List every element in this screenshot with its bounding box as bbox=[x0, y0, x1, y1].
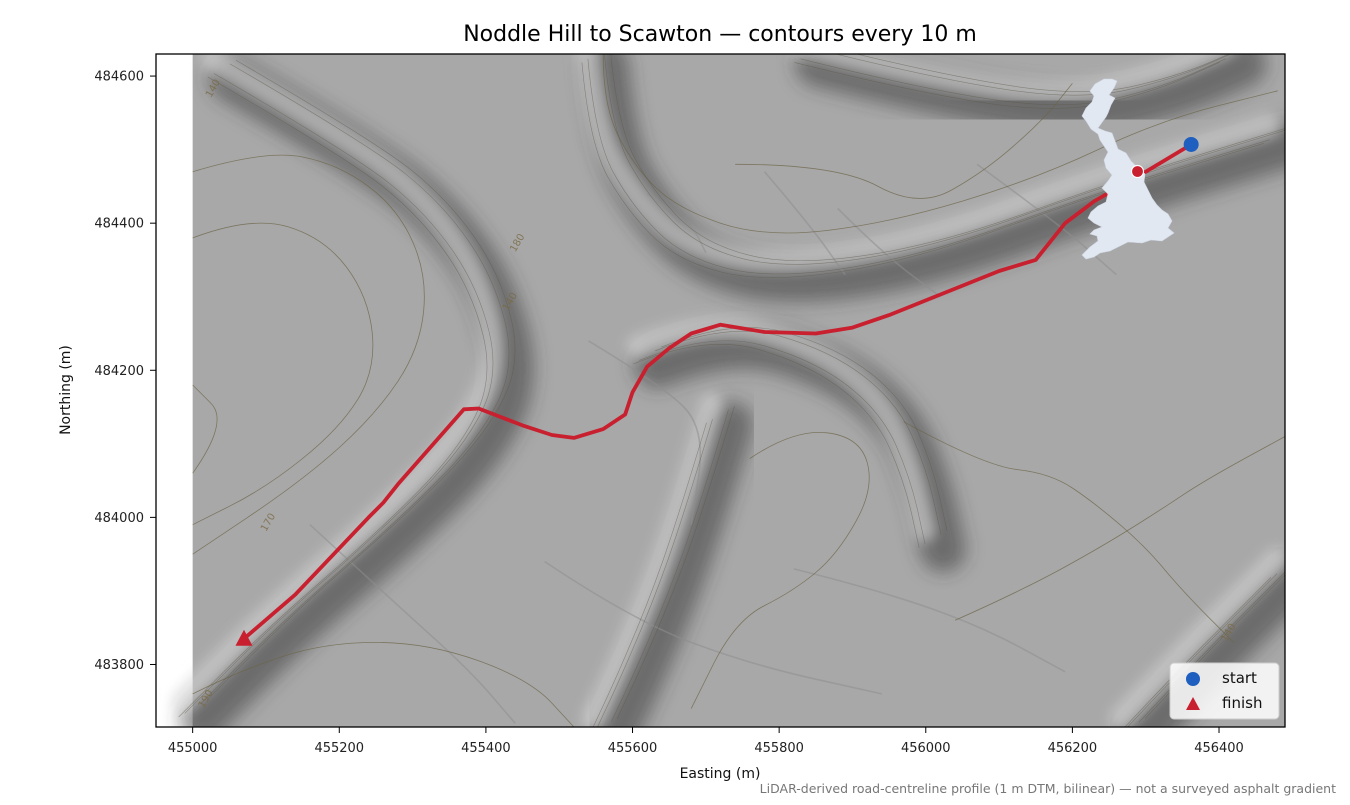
route-layer bbox=[235, 136, 1199, 646]
contour-line-9 bbox=[903, 421, 1234, 643]
x-tick-label: 455000 bbox=[168, 741, 218, 756]
finish-legend-marker bbox=[1186, 697, 1200, 710]
x-tick-label: 455400 bbox=[461, 741, 511, 756]
escarpment-shadow-5 bbox=[592, 401, 754, 727]
y-tick-label: 484200 bbox=[94, 364, 144, 379]
ridge-contour-3-2 bbox=[800, 58, 1226, 106]
ridge-contour-2-1 bbox=[581, 62, 1264, 278]
ridge-contour-6-2 bbox=[1127, 573, 1278, 727]
footnote: LiDAR-derived road-centreline profile (1… bbox=[760, 781, 1336, 796]
contour-line-2 bbox=[192, 222, 374, 526]
ridge-contour-4-1 bbox=[633, 344, 920, 548]
y-tick-label: 484400 bbox=[94, 217, 144, 232]
y-tick-label: 483800 bbox=[94, 658, 144, 673]
escarpment-highlight-6 bbox=[1110, 547, 1285, 727]
start-marker bbox=[1183, 136, 1199, 152]
field-boundary-8 bbox=[976, 163, 1117, 276]
ridge-contour-5-2 bbox=[597, 419, 713, 727]
ridge-contour-5-3 bbox=[610, 409, 729, 723]
contour-line-4 bbox=[602, 54, 1278, 234]
escarpment-highlight-5 bbox=[582, 393, 724, 727]
x-tick-label: 456200 bbox=[1048, 741, 1098, 756]
x-tick-label: 456400 bbox=[1194, 741, 1244, 756]
escarpment-highlight-2 bbox=[575, 54, 1281, 273]
ridge-contour-4-3 bbox=[655, 330, 942, 535]
y-axis-ticks: 483800 484000 484200 484400 484600 bbox=[94, 70, 156, 673]
ridge-contour-6-1 bbox=[1124, 577, 1272, 727]
finish-legend-label: finish bbox=[1222, 694, 1262, 712]
contour-lines bbox=[178, 54, 1285, 727]
plot-frame bbox=[155, 53, 1286, 728]
ridge-contour-1-3 bbox=[200, 63, 510, 705]
field-boundary-3 bbox=[837, 207, 941, 298]
escarpment-highlight-3 bbox=[791, 54, 1233, 103]
field-boundary-1 bbox=[588, 340, 702, 525]
field-boundaries bbox=[309, 163, 1117, 724]
great-britain-outline bbox=[1081, 78, 1175, 260]
ridge-contour-1-4 bbox=[206, 60, 516, 701]
ridge-contour-5-1 bbox=[592, 422, 707, 727]
ridge-contour-3-4 bbox=[855, 54, 1230, 92]
ridge-contour-5-4 bbox=[616, 405, 735, 719]
ridge-contour-2-3 bbox=[604, 54, 1285, 265]
ridge-contour-3-1 bbox=[794, 62, 1220, 109]
field-boundary-7 bbox=[793, 568, 1066, 673]
contour-line-1 bbox=[192, 154, 425, 555]
contour-line-8 bbox=[954, 436, 1285, 621]
start-legend-label: start bbox=[1222, 669, 1257, 687]
field-boundary-5 bbox=[309, 524, 516, 724]
y-tick-label: 484600 bbox=[94, 70, 144, 85]
ridge-contour-4-2 bbox=[639, 340, 926, 545]
y-axis-label: Northing (m) bbox=[58, 345, 74, 435]
x-axis-label: Easting (m) bbox=[680, 766, 761, 782]
contour-line-5 bbox=[735, 83, 1073, 199]
x-tick-label: 456000 bbox=[901, 741, 951, 756]
field-boundary-2 bbox=[763, 171, 846, 276]
ridge-contour-3-3 bbox=[834, 54, 1232, 96]
location-marker bbox=[1130, 164, 1145, 179]
start-legend-marker bbox=[1186, 672, 1200, 686]
ridge-contour-1-1 bbox=[178, 76, 488, 718]
route-line bbox=[242, 142, 1194, 641]
ridge-contour-1-2 bbox=[184, 73, 494, 714]
ridge-contour-2-4 bbox=[610, 54, 1285, 262]
x-tick-label: 455800 bbox=[754, 741, 804, 756]
field-boundary-4 bbox=[646, 193, 707, 253]
x-tick-label: 455200 bbox=[314, 741, 364, 756]
map-title: Noddle Hill to Scawton — contours every … bbox=[463, 22, 977, 47]
contour-line-7 bbox=[690, 431, 870, 709]
ridge-contour-2-2 bbox=[587, 58, 1270, 275]
contour-line-6 bbox=[192, 641, 575, 727]
legend: start finish bbox=[1169, 662, 1280, 720]
x-tick-label: 455600 bbox=[608, 741, 658, 756]
x-axis-ticks: 455000 455200 455400 455600 455800 456000 4562… bbox=[168, 727, 1244, 756]
field-boundary-6 bbox=[544, 560, 882, 695]
finish-marker bbox=[235, 629, 253, 646]
y-tick-label: 484000 bbox=[94, 511, 144, 526]
great-britain-inset-map bbox=[1081, 78, 1175, 260]
ridge-contour-6-3 bbox=[1138, 571, 1285, 723]
escarpment-shadow-3 bbox=[795, 54, 1267, 133]
contour-line-3 bbox=[192, 384, 218, 474]
